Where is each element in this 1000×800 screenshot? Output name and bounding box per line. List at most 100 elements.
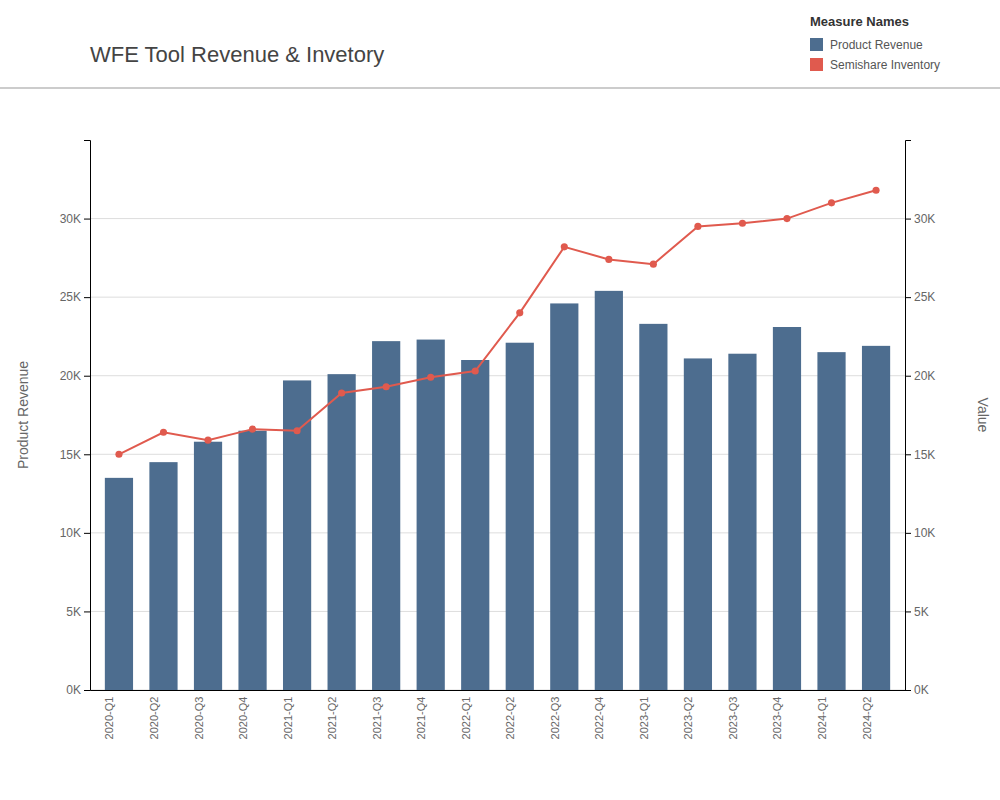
tick-mark [84, 454, 90, 455]
tick: 2020-Q2 [148, 697, 160, 740]
line [119, 190, 876, 454]
tick-label: 2023-Q4 [771, 697, 783, 740]
tick: 2023-Q1 [638, 697, 650, 740]
tick-label: 30K [914, 212, 935, 226]
tick-label: 2021-Q3 [371, 697, 383, 740]
tick: 2020-Q3 [193, 697, 205, 740]
tick: 15K [905, 448, 935, 462]
tick: 25K [905, 290, 935, 304]
tick: 2023-Q2 [682, 697, 694, 740]
tick: 2020-Q4 [237, 697, 249, 740]
bar [639, 324, 667, 690]
tick: 10K [60, 526, 90, 540]
bar [728, 354, 756, 690]
tick-label: 2020-Q4 [237, 697, 249, 740]
marker [115, 451, 122, 458]
tick-label: 20K [60, 369, 81, 383]
bar [283, 380, 311, 690]
tick-mark [84, 690, 90, 691]
legend-swatch [810, 38, 823, 51]
axis-line [91, 690, 906, 691]
tick: 2021-Q2 [326, 697, 338, 740]
bar [684, 358, 712, 690]
bar [461, 360, 489, 690]
bar [595, 291, 623, 690]
marker [383, 383, 390, 390]
marker [204, 437, 211, 444]
bar [417, 340, 445, 690]
tick-label: 20K [914, 369, 935, 383]
plot-area: 0K5K10K15K20K25K30K0K5K10K15K20K25K30K20… [60, 141, 936, 740]
tick-mark [905, 219, 911, 220]
tick-label: 2022-Q4 [593, 697, 605, 740]
y2-axis: 0K 5K 10K 15K 20K 25K 30K [905, 141, 935, 698]
tick-label: 0K [66, 683, 81, 697]
tick-label: 10K [60, 526, 81, 540]
tick-label: 2022-Q1 [460, 697, 472, 740]
tick: 2022-Q1 [460, 697, 472, 740]
tick: 2021-Q4 [415, 697, 427, 740]
tick: 2021-Q3 [371, 697, 383, 740]
tick-label: 2021-Q1 [282, 697, 294, 740]
bar [506, 343, 534, 690]
y-axis-title: Product Revenue [15, 361, 31, 469]
tick: 0K [905, 683, 929, 697]
grid-line [90, 297, 905, 298]
legend-label: Product Revenue [830, 38, 923, 52]
tick-label: 2023-Q2 [682, 697, 694, 740]
legend-label: Semishare Inventory [830, 58, 940, 72]
tick-mark [84, 219, 90, 220]
marker [249, 426, 256, 433]
title-rule [0, 87, 1000, 89]
tick: 2022-Q2 [504, 697, 516, 740]
tick: 15K [60, 448, 90, 462]
tick: 5K [905, 605, 929, 619]
tick: 2022-Q3 [549, 697, 561, 740]
bar [372, 341, 400, 690]
marker [828, 199, 835, 206]
marker [783, 215, 790, 222]
tick: 20K [60, 369, 90, 383]
tick-mark [905, 611, 911, 612]
legend: Measure NamesProduct RevenueSemishare In… [810, 14, 940, 72]
chart-title: WFE Tool Revenue & Invetory [90, 42, 384, 67]
legend-item: Semishare Inventory [810, 58, 940, 72]
tick-label: 30K [60, 212, 81, 226]
tick-label: 15K [60, 448, 81, 462]
chart-svg: 0K5K10K15K20K25K30K0K5K10K15K20K25K30K20… [0, 0, 1000, 800]
tick: 2023-Q4 [771, 697, 783, 740]
tick: 2023-Q3 [727, 697, 739, 740]
bar [105, 478, 133, 690]
bar-series [105, 291, 890, 690]
marker [694, 223, 701, 230]
bar [862, 346, 890, 690]
axis-line [906, 141, 912, 691]
marker [872, 187, 879, 194]
tick: 10K [905, 526, 935, 540]
legend-item: Product Revenue [810, 38, 923, 52]
tick: 2024-Q2 [861, 697, 873, 740]
tick: 30K [905, 212, 935, 226]
marker [605, 256, 612, 263]
tick: 20K [905, 369, 935, 383]
chart-container: 0K5K10K15K20K25K30K0K5K10K15K20K25K30K20… [0, 0, 1000, 800]
axis-line [84, 141, 91, 691]
tick-label: 25K [914, 290, 935, 304]
tick: 2024-Q1 [816, 697, 828, 740]
tick-label: 2024-Q2 [861, 697, 873, 740]
tick-label: 2020-Q3 [193, 697, 205, 740]
tick-label: 15K [914, 448, 935, 462]
marker [739, 220, 746, 227]
tick-label: 2023-Q1 [638, 697, 650, 740]
y2-axis-title: Value [975, 398, 991, 433]
bar [550, 303, 578, 690]
tick-label: 25K [60, 290, 81, 304]
marker [427, 374, 434, 381]
tick-label: 2020-Q2 [148, 697, 160, 740]
marker [650, 261, 657, 268]
tick-label: 10K [914, 526, 935, 540]
bar [773, 327, 801, 690]
tick-mark [905, 297, 911, 298]
marker [294, 427, 301, 434]
tick-mark [905, 454, 911, 455]
